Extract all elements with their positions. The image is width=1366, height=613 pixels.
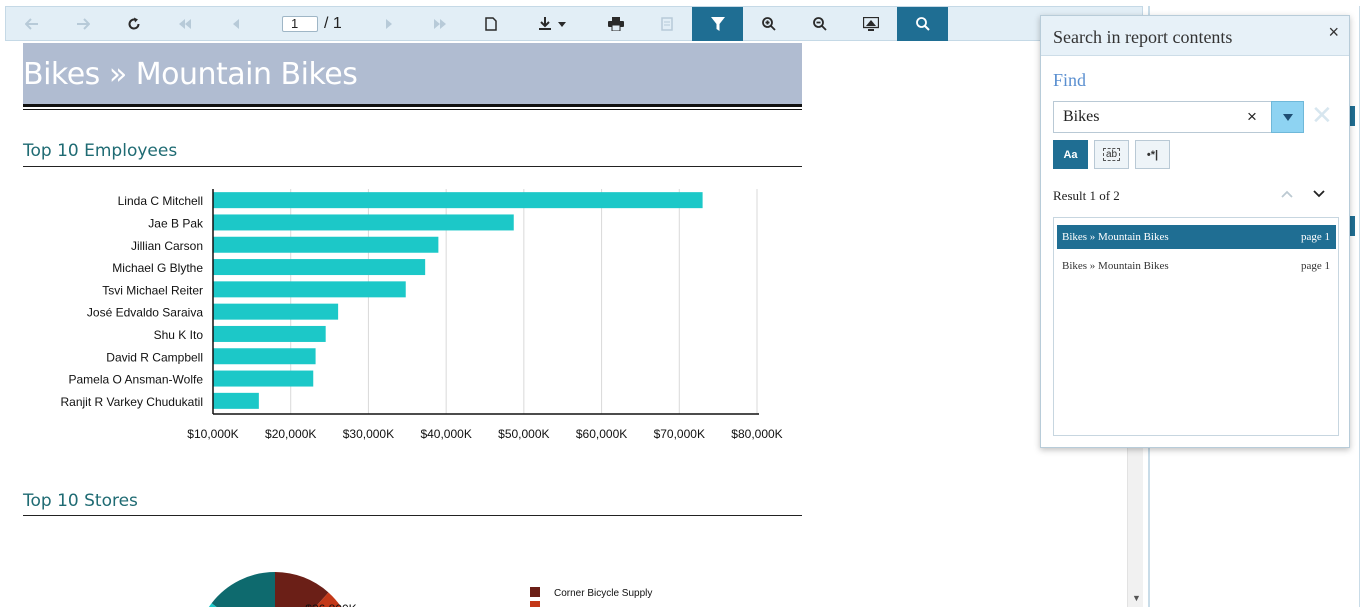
refresh-icon[interactable]	[114, 7, 154, 41]
chevron-down-icon[interactable]	[1313, 186, 1325, 201]
regex-button[interactable]: •*|	[1135, 140, 1170, 169]
find-label: Find	[1053, 70, 1087, 90]
search-input[interactable]: Bikes	[1053, 101, 1271, 133]
bar[interactable]	[213, 370, 314, 387]
dialog-header: Search in report contents ×	[1041, 16, 1349, 56]
first-page-icon[interactable]	[165, 7, 205, 41]
x-tick-label: $30,000K	[343, 427, 394, 441]
report-title: Bikes » Mountain Bikes	[23, 57, 358, 92]
chevron-down-icon[interactable]	[1271, 101, 1304, 133]
bar[interactable]	[213, 259, 426, 276]
page-number-input[interactable]: 1	[282, 16, 318, 32]
pie-slice[interactable]	[275, 592, 355, 607]
dialog-title: Search in report contents	[1053, 27, 1233, 47]
whole-word-button[interactable]: ab	[1094, 140, 1129, 169]
x-tick-label: $60,000K	[576, 427, 627, 441]
result-page: page 1	[1300, 260, 1330, 272]
close-icon[interactable]: ×	[1328, 22, 1339, 42]
section-divider	[23, 166, 802, 167]
legend-swatch	[530, 587, 540, 597]
bar[interactable]	[213, 281, 406, 298]
category-label: José Edvaldo Saraiva	[87, 306, 203, 320]
stores-pie-chart: $45,984K$36,800K$38,694KCorner Bicycle S…	[186, 572, 652, 607]
zoom-in-icon[interactable]	[749, 7, 789, 41]
bar[interactable]	[213, 214, 514, 231]
bar[interactable]	[213, 392, 259, 409]
search-result-item[interactable]: Bikes » Mountain Bikes page 1	[1057, 254, 1336, 278]
result-text: Bikes » Mountain Bikes	[1062, 231, 1169, 243]
pie-slice[interactable]	[211, 572, 275, 607]
category-label: Pamela O Ansman-Wolfe	[68, 373, 203, 387]
section-divider	[23, 515, 802, 516]
zoom-out-icon[interactable]	[800, 7, 840, 41]
x-tick-label: $20,000K	[265, 427, 316, 441]
search-results: Bikes » Mountain Bikes page 1 Bikes » Mo…	[1053, 217, 1339, 436]
x-tick-label: $70,000K	[654, 427, 705, 441]
side-pane-tab[interactable]	[1349, 106, 1355, 126]
category-label: Ranjit R Varkey Chudukatil	[60, 395, 203, 409]
x-tick-label: $40,000K	[420, 427, 471, 441]
search-icon[interactable]	[897, 7, 948, 41]
bar[interactable]	[213, 192, 703, 209]
document-map-icon[interactable]	[647, 7, 687, 41]
category-label: David R Campbell	[106, 350, 203, 364]
viewer-toolbar: 1 / 1	[5, 6, 1143, 41]
legend-swatch	[530, 601, 540, 607]
whole-word-icon: ab	[1102, 148, 1121, 161]
section-title-stores: Top 10 Stores	[23, 491, 138, 511]
result-text: Bikes » Mountain Bikes	[1062, 260, 1169, 272]
filter-icon[interactable]	[692, 7, 743, 41]
bar[interactable]	[213, 236, 439, 253]
search-dialog: Search in report contents × Find Bikes ×…	[1040, 15, 1350, 448]
forward-icon[interactable]	[63, 7, 103, 41]
bar[interactable]	[213, 303, 339, 320]
category-label: Jae B Pak	[148, 216, 204, 230]
match-case-button[interactable]: Aa	[1053, 140, 1088, 169]
result-count: Result 1 of 2	[1053, 188, 1120, 203]
result-page: page 1	[1300, 231, 1330, 243]
clear-search-icon[interactable]: ×	[1247, 107, 1257, 126]
last-page-icon[interactable]	[420, 7, 460, 41]
category-label: Shu K Ito	[154, 328, 204, 342]
x-tick-label: $10,000K	[187, 427, 238, 441]
toggle-view-icon[interactable]	[851, 7, 891, 41]
bar[interactable]	[213, 325, 326, 342]
report-page: Bikes » Mountain Bikes Top 10 Employees …	[5, 41, 1127, 607]
report-title-band: Bikes » Mountain Bikes	[23, 43, 802, 104]
pie-data-label: $45,984K	[186, 606, 237, 607]
chevron-up-icon[interactable]	[1281, 186, 1293, 201]
x-tick-label: $80,000K	[731, 427, 782, 441]
scroll-down-icon[interactable]: ▼	[1132, 593, 1141, 603]
category-label: Linda C Mitchell	[118, 194, 203, 208]
pie-slice[interactable]	[275, 572, 329, 607]
section-title-employees: Top 10 Employees	[23, 141, 178, 161]
employees-bar-chart: $10,000K $20,000K $30,000K $40,000K $50,000K…	[60, 189, 783, 441]
stop-search-icon[interactable]: ✕	[1311, 100, 1333, 130]
print-icon[interactable]	[596, 7, 636, 41]
side-pane-tab[interactable]	[1349, 216, 1355, 236]
title-divider-thin	[23, 109, 802, 110]
x-tick-label: $50,000K	[498, 427, 549, 441]
pie-data-label: $36,800K	[305, 602, 356, 607]
page-total: / 1	[324, 15, 342, 32]
bar[interactable]	[213, 348, 316, 365]
export-icon[interactable]	[528, 7, 578, 41]
search-result-item[interactable]: Bikes » Mountain Bikes page 1	[1057, 225, 1336, 249]
category-label: Jillian Carson	[131, 239, 203, 253]
next-page-icon[interactable]	[369, 7, 409, 41]
pie-slice[interactable]	[202, 603, 275, 607]
print-layout-icon[interactable]	[471, 7, 511, 41]
prev-page-icon[interactable]	[216, 7, 256, 41]
category-label: Tsvi Michael Reiter	[102, 283, 203, 297]
title-divider	[23, 104, 802, 107]
back-icon[interactable]	[12, 7, 52, 41]
category-label: Michael G Blythe	[112, 261, 203, 275]
legend-label: Corner Bicycle Supply	[554, 588, 652, 599]
